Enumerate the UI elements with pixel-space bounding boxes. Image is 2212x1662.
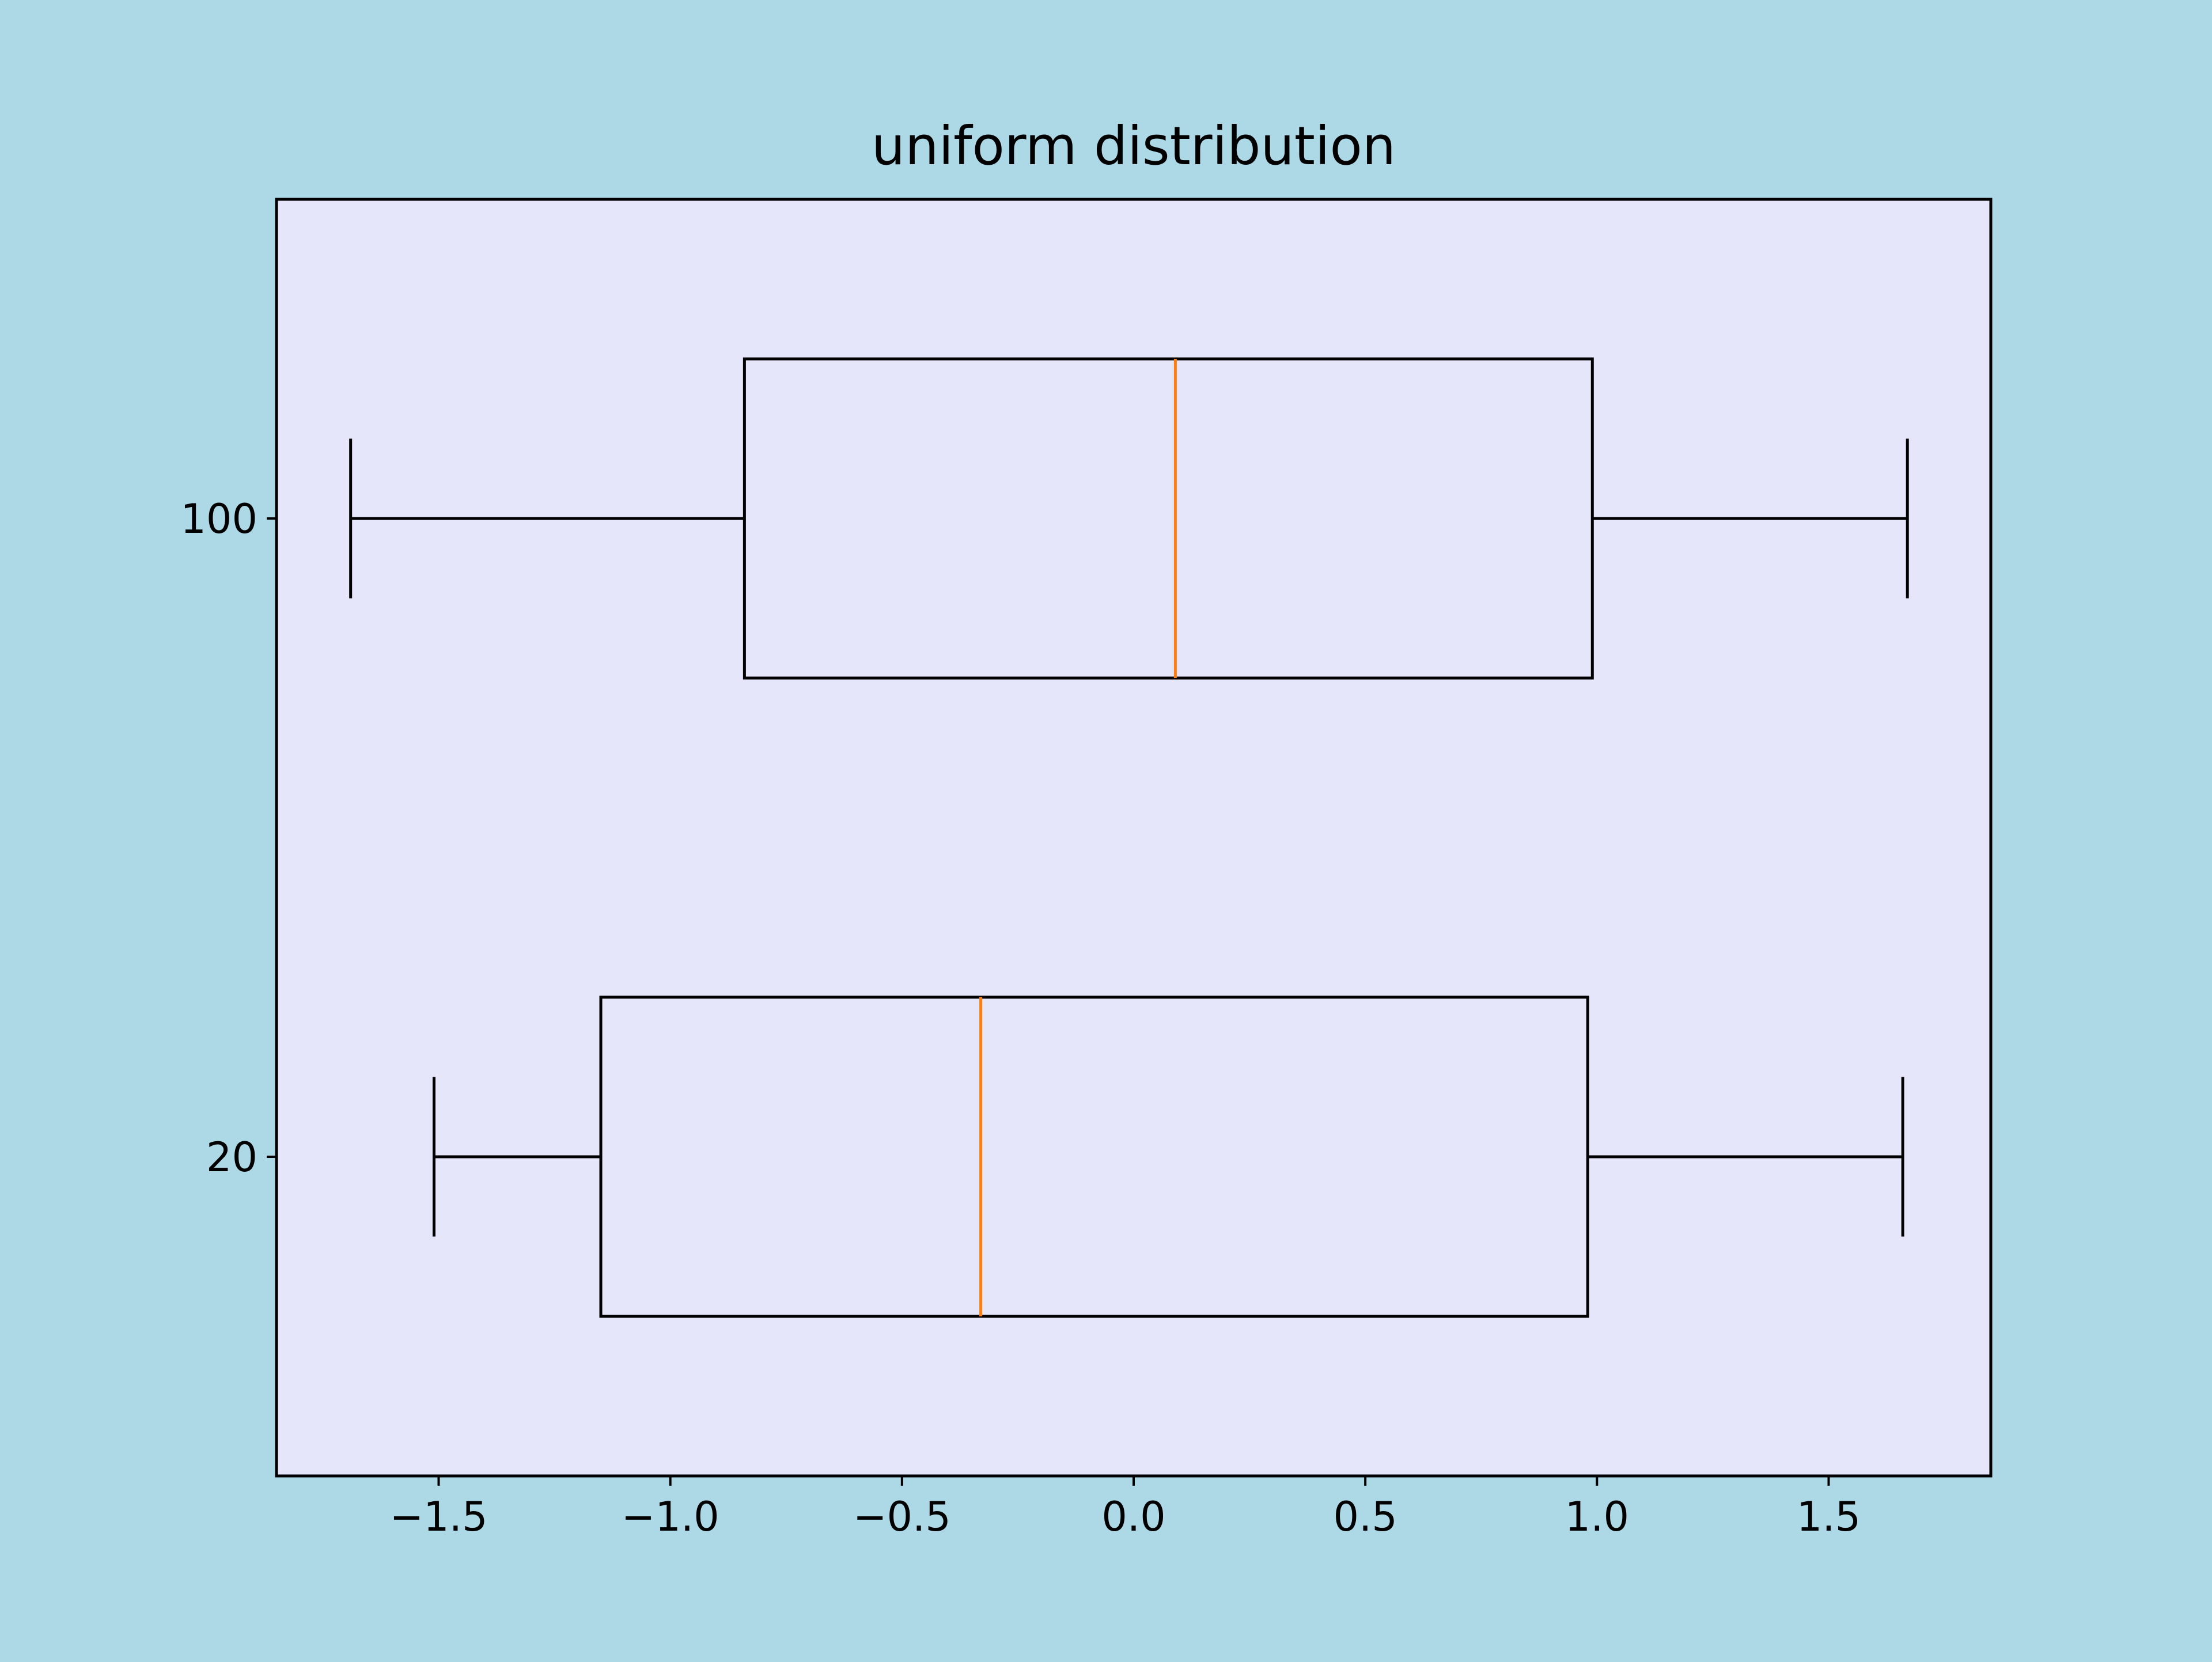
chart-marks xyxy=(349,357,1909,1318)
y-tick-label: 20 xyxy=(206,1134,257,1181)
y-tick-label: 100 xyxy=(180,495,257,543)
chart-title: uniform distribution xyxy=(872,115,1396,177)
box xyxy=(599,995,1589,1318)
x-tick-label: −0.5 xyxy=(853,1493,951,1540)
x-tick-label: 0.0 xyxy=(1101,1493,1165,1540)
x-tick-label: 1.0 xyxy=(1565,1493,1629,1540)
x-tick-label: 0.5 xyxy=(1333,1493,1397,1540)
x-tick-label: 1.5 xyxy=(1797,1493,1861,1540)
box-group-20 xyxy=(432,995,1904,1318)
box-group-100 xyxy=(349,357,1909,680)
axes-background xyxy=(276,199,1991,1476)
axes-frame xyxy=(275,198,1993,1478)
box xyxy=(743,357,1594,680)
y-axis: 20 100 xyxy=(180,495,276,1181)
x-axis: −1.5 −1.0 −0.5 0.0 0.5 1.0 1.5 xyxy=(390,1476,1861,1540)
x-tick-label: −1.5 xyxy=(390,1493,488,1540)
x-tick-label: −1.0 xyxy=(622,1493,719,1540)
